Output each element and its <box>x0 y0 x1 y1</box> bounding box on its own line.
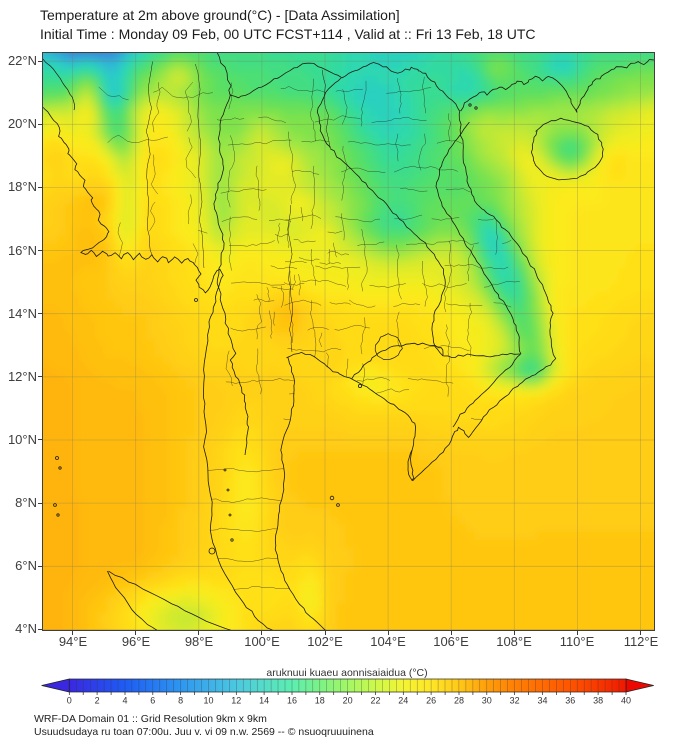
svg-text:18: 18 <box>315 696 325 706</box>
svg-text:14: 14 <box>259 696 269 706</box>
svg-text:8: 8 <box>178 696 183 706</box>
svg-text:aruknuui kuaeu aonnisaiaidua (: aruknuui kuaeu aonnisaiaidua (°C) <box>266 667 427 679</box>
svg-text:32: 32 <box>510 696 520 706</box>
svg-text:34: 34 <box>537 696 547 706</box>
svg-text:28: 28 <box>454 696 464 706</box>
svg-text:12: 12 <box>231 696 241 706</box>
svg-text:4: 4 <box>122 696 127 706</box>
svg-text:30: 30 <box>482 696 492 706</box>
svg-text:40: 40 <box>621 696 631 706</box>
svg-text:0: 0 <box>67 696 72 706</box>
svg-text:38: 38 <box>593 696 603 706</box>
svg-text:16: 16 <box>287 696 297 706</box>
svg-text:20: 20 <box>343 696 353 706</box>
svg-text:26: 26 <box>426 696 436 706</box>
svg-text:6: 6 <box>150 696 155 706</box>
svg-text:10: 10 <box>203 696 213 706</box>
svg-text:22: 22 <box>370 696 380 706</box>
svg-text:36: 36 <box>565 696 575 706</box>
svg-text:24: 24 <box>398 696 408 706</box>
svg-text:2: 2 <box>95 696 100 706</box>
